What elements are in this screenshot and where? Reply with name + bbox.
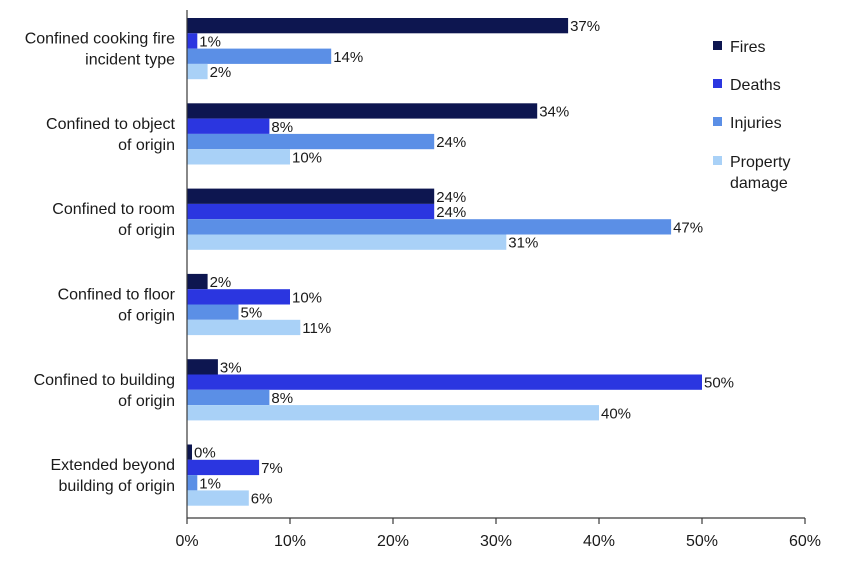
bar-deaths-2 bbox=[187, 203, 435, 220]
bar-deaths-1 bbox=[187, 118, 270, 134]
bar-property-damage-0 bbox=[187, 63, 208, 80]
bar-property-damage-5 bbox=[187, 490, 249, 506]
bar-injuries-0 bbox=[187, 48, 332, 64]
data-label-property-damage-1: 10% bbox=[292, 149, 322, 166]
data-label-deaths-0: 1% bbox=[199, 33, 221, 50]
legend-label-property-damage: Property damage bbox=[730, 154, 790, 192]
x-tick-label-0: 0% bbox=[175, 533, 198, 550]
bar-injuries-2 bbox=[187, 219, 672, 235]
data-label-deaths-1: 8% bbox=[271, 119, 293, 136]
bars-group bbox=[187, 18, 702, 506]
legend-label-injuries: Injuries bbox=[730, 115, 782, 132]
x-tick-label-5: 50% bbox=[686, 533, 718, 550]
data-label-injuries-5: 1% bbox=[199, 475, 221, 492]
bar-property-damage-3 bbox=[187, 319, 301, 336]
data-label-injuries-3: 5% bbox=[241, 305, 263, 322]
bar-fires-1 bbox=[187, 103, 538, 119]
category-label-0: Confined cooking fire incident type bbox=[25, 31, 175, 69]
data-label-deaths-2: 24% bbox=[436, 204, 466, 221]
bar-deaths-0 bbox=[187, 33, 198, 49]
x-tick-label-4: 40% bbox=[583, 533, 615, 550]
bar-fires-2 bbox=[187, 188, 435, 204]
category-label-2: Confined to room of origin bbox=[52, 201, 175, 239]
data-label-fires-1: 34% bbox=[539, 103, 569, 120]
legend-swatch-deaths bbox=[713, 79, 722, 88]
bar-deaths-4 bbox=[187, 374, 702, 390]
data-label-deaths-3: 10% bbox=[292, 289, 322, 306]
legend-swatch-injuries bbox=[713, 117, 722, 126]
data-label-fires-5: 0% bbox=[194, 445, 216, 462]
category-label-3: Confined to floor of origin bbox=[58, 287, 176, 325]
legend-swatch-fires bbox=[713, 41, 722, 50]
category-labels-group: Confined cooking fire incident type Confin… bbox=[25, 31, 176, 496]
data-label-injuries-1: 24% bbox=[436, 134, 466, 151]
bar-fires-3 bbox=[187, 273, 208, 290]
bar-deaths-3 bbox=[187, 289, 290, 305]
data-label-property-damage-5: 6% bbox=[251, 491, 273, 508]
category-label-4: Confined to building of origin bbox=[34, 372, 175, 410]
bar-property-damage-1 bbox=[187, 149, 290, 165]
x-tick-label-3: 30% bbox=[480, 533, 512, 550]
data-label-fires-3: 2% bbox=[210, 274, 232, 291]
data-label-fires-2: 24% bbox=[436, 189, 466, 206]
legend-label-deaths: Deaths bbox=[730, 77, 781, 94]
bar-fires-5 bbox=[187, 444, 192, 460]
data-label-fires-4: 3% bbox=[220, 359, 242, 376]
data-label-injuries-0: 14% bbox=[333, 49, 363, 66]
bar-property-damage-2 bbox=[187, 234, 507, 250]
data-label-property-damage-4: 40% bbox=[601, 405, 631, 422]
category-label-5: Extended beyond building of origin bbox=[50, 457, 175, 495]
data-labels-group: 37%1%14%2%34%8%24%10%24%24%47%31%2%10%5%… bbox=[194, 18, 734, 507]
data-label-injuries-2: 47% bbox=[673, 219, 703, 236]
data-label-property-damage-2: 31% bbox=[508, 235, 538, 252]
x-tick-label-1: 10% bbox=[274, 533, 306, 550]
data-label-deaths-4: 50% bbox=[704, 375, 734, 392]
data-label-injuries-4: 8% bbox=[271, 390, 293, 407]
bar-injuries-1 bbox=[187, 133, 435, 150]
data-label-property-damage-3: 11% bbox=[302, 320, 331, 337]
data-label-deaths-5: 7% bbox=[261, 460, 283, 477]
bar-fires-0 bbox=[187, 18, 569, 34]
axes-group: 0% 10% 20% 30% 40% 50% 60% bbox=[175, 10, 821, 550]
category-label-1: Confined to object of origin bbox=[46, 116, 176, 154]
bar-injuries-4 bbox=[187, 389, 270, 406]
legend: Fires Deaths Injuries Property damage bbox=[713, 39, 790, 192]
x-tick-label-2: 20% bbox=[377, 533, 409, 550]
data-label-fires-0: 37% bbox=[570, 18, 600, 35]
bar-fires-4 bbox=[187, 359, 218, 375]
legend-label-fires: Fires bbox=[730, 39, 766, 56]
x-tick-label-6: 60% bbox=[789, 533, 821, 550]
bar-injuries-3 bbox=[187, 304, 239, 320]
bar-deaths-5 bbox=[187, 459, 260, 476]
bar-injuries-5 bbox=[187, 475, 198, 491]
bar-property-damage-4 bbox=[187, 405, 599, 421]
legend-swatch-property-damage bbox=[713, 156, 722, 165]
data-label-property-damage-0: 2% bbox=[210, 64, 232, 81]
